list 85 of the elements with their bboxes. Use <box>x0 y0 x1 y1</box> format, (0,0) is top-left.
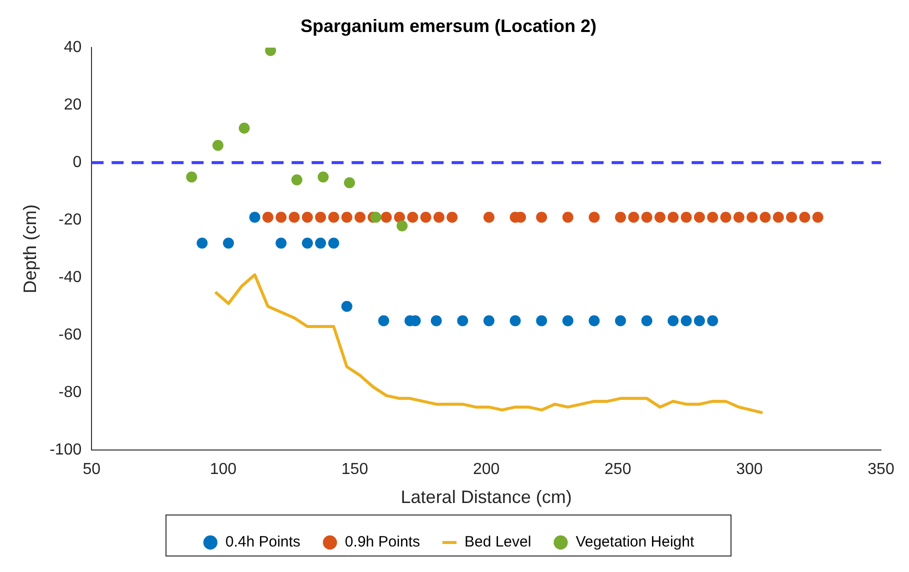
point <box>328 238 340 249</box>
y-tick-label: 20 <box>64 96 82 114</box>
point <box>588 315 600 326</box>
point <box>420 212 432 223</box>
point <box>588 212 600 223</box>
point <box>291 174 302 186</box>
point <box>341 212 352 223</box>
point <box>812 212 824 223</box>
point <box>378 315 390 326</box>
point <box>302 238 313 249</box>
point <box>186 172 198 183</box>
x-tick-label: 300 <box>736 461 763 478</box>
point <box>680 315 692 326</box>
x-tick-label: 350 <box>868 461 894 478</box>
y-tick-label: -60 <box>58 326 82 344</box>
y-tick-label: -100 <box>50 442 82 459</box>
point <box>344 177 355 188</box>
y-tick-label: 40 <box>64 39 82 56</box>
point <box>799 212 810 223</box>
y-axis-title: Depth (cm) <box>20 204 40 294</box>
y-tick-label: 0 <box>72 154 82 172</box>
point <box>457 315 468 326</box>
point <box>380 212 392 223</box>
point <box>430 315 442 326</box>
point <box>483 212 494 223</box>
point <box>212 140 224 151</box>
point <box>446 212 458 223</box>
point <box>615 315 626 326</box>
point <box>668 212 679 223</box>
point <box>707 212 718 223</box>
y-tick-label: -40 <box>58 269 82 286</box>
point <box>433 212 444 223</box>
point <box>222 238 234 249</box>
point <box>760 212 771 223</box>
chart-title: Sparganium emersum (Location 2) <box>300 16 597 36</box>
point <box>680 212 692 223</box>
x-tick-label: 150 <box>341 461 368 478</box>
legend-label: 0.9h Points <box>344 534 420 551</box>
x-tick-label: 250 <box>604 461 632 478</box>
point <box>288 212 300 223</box>
point <box>196 238 208 249</box>
point <box>536 315 548 326</box>
x-axis-title: Lateral Distance (cm) <box>400 487 572 508</box>
point <box>483 315 494 326</box>
point <box>694 315 705 326</box>
point <box>641 212 652 223</box>
point <box>615 212 626 223</box>
point <box>733 212 744 223</box>
point <box>668 315 679 326</box>
point <box>315 212 326 223</box>
point <box>341 300 352 312</box>
legend-label: 0.4h Points <box>225 534 300 551</box>
point <box>510 315 521 326</box>
point <box>772 212 784 223</box>
point <box>746 212 758 223</box>
y-tick-label: -20 <box>58 212 82 229</box>
legend-label: Bed Level <box>464 534 532 551</box>
point <box>276 238 287 249</box>
legend-label: Vegetation Height <box>576 534 695 551</box>
point <box>786 212 798 223</box>
point <box>694 212 705 223</box>
point <box>654 212 666 223</box>
x-tick-label: 100 <box>210 461 237 478</box>
point <box>562 212 574 223</box>
point <box>707 315 718 326</box>
point <box>536 212 548 223</box>
point <box>249 212 260 223</box>
point <box>262 212 274 223</box>
point <box>276 212 287 223</box>
point <box>328 212 340 223</box>
point <box>354 212 366 223</box>
y-tick-label: -80 <box>58 384 82 402</box>
point <box>315 238 326 249</box>
point <box>641 315 652 326</box>
point <box>370 212 382 223</box>
x-tick-label: 50 <box>82 461 101 478</box>
point <box>396 220 408 232</box>
point <box>628 212 640 223</box>
point <box>238 122 250 134</box>
point <box>562 315 574 326</box>
x-tick-label: 200 <box>472 461 500 478</box>
point <box>318 172 329 183</box>
point <box>720 212 732 223</box>
point <box>407 212 418 223</box>
point <box>302 212 313 223</box>
